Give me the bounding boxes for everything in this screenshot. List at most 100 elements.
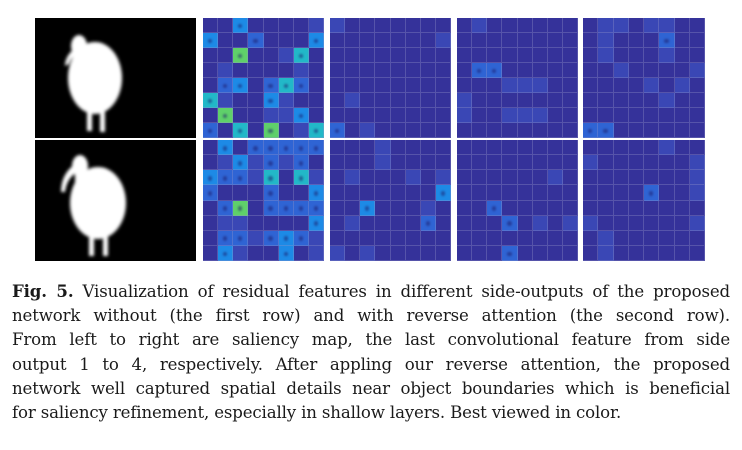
- feature-channel-cell: [659, 215, 675, 231]
- feature-channel-cell: [457, 230, 473, 246]
- feature-channel-cell: [375, 155, 391, 171]
- feature-channel-cell: [308, 230, 324, 246]
- feature-channel-cell: [532, 48, 548, 63]
- feature-channel-cell: [517, 93, 533, 108]
- feature-channel-cell: [330, 63, 346, 78]
- feature-channel-cell: [487, 78, 503, 93]
- feature-channel-cell: [435, 200, 451, 216]
- feature-channel-cell: [644, 33, 660, 48]
- feature-channel-cell: [248, 63, 264, 78]
- feature-channel-cell: [628, 108, 644, 123]
- feature-channel-cell: [420, 245, 436, 261]
- feature-channel-cell: [583, 33, 599, 48]
- feature-channel-cell: [435, 93, 451, 108]
- feature-channel-cell: [598, 230, 614, 246]
- feature-channel-cell: [517, 245, 533, 261]
- bird-feature-blob: [313, 206, 319, 212]
- feature-channel-cell: [218, 93, 234, 108]
- feature-channel-cell: [517, 170, 533, 186]
- feature-channel-cell: [308, 123, 324, 138]
- feature-channel-cell: [562, 215, 578, 231]
- feature-channel-cell: [375, 200, 391, 216]
- feature-channel-cell: [628, 33, 644, 48]
- bird-feature-blob: [603, 128, 608, 134]
- feature-channel-cell: [487, 18, 503, 33]
- feature-channel-cell: [659, 200, 675, 216]
- feature-channel-cell: [547, 18, 563, 33]
- feature-channel-cell: [293, 140, 309, 156]
- feature-channel-cell: [293, 155, 309, 171]
- feature-channel-cell: [532, 108, 548, 123]
- feature-channel-cell: [644, 230, 660, 246]
- feature-channel-cell: [345, 48, 361, 63]
- feature-channel-cell: [308, 140, 324, 156]
- feature-channel-cell: [308, 48, 324, 63]
- feature-channel-cell: [644, 63, 660, 78]
- feature-channel-cell: [360, 48, 376, 63]
- feature-channel-cell: [360, 170, 376, 186]
- feature-channel-cell: [644, 108, 660, 123]
- feature-channel-cell: [308, 18, 324, 33]
- feature-channel-cell: [405, 123, 421, 138]
- feature-channel-cell: [218, 108, 234, 123]
- bird-feature-blob: [253, 38, 258, 44]
- feature-channel-cell: [420, 170, 436, 186]
- bird-silhouette-icon: [65, 35, 122, 132]
- feature-channel-cell: [405, 170, 421, 186]
- feature-channel-cell: [613, 33, 629, 48]
- feature-channel-cell: [628, 63, 644, 78]
- feature-channel-cell: [405, 108, 421, 123]
- feature-channel-cell: [674, 155, 690, 171]
- feature-channel-cell: [598, 123, 614, 138]
- feature-channel-cell: [330, 215, 346, 231]
- feature-channel-cell: [457, 155, 473, 171]
- feature-channel-cell: [659, 245, 675, 261]
- feature-channel-cell: [628, 140, 644, 156]
- feature-channel-cell: [472, 140, 488, 156]
- feature-channel-cell: [689, 230, 705, 246]
- feature-channel-cell: [502, 155, 518, 171]
- feature-channel-cell: [517, 63, 533, 78]
- bird-feature-blob: [223, 206, 228, 212]
- feature-channel-cell: [598, 48, 614, 63]
- feature-channel-cell: [405, 33, 421, 48]
- feature-channel-cell: [598, 155, 614, 171]
- caption-line-1: Fig. 5. Visualization of residual featur…: [12, 279, 730, 304]
- feature-channel-cell: [502, 93, 518, 108]
- feature-channel-cell: [263, 200, 279, 216]
- feature-channel-cell: [278, 170, 294, 186]
- feature-channel-cell: [472, 215, 488, 231]
- feature-channel-cell: [689, 123, 705, 138]
- feature-channel-cell: [390, 200, 406, 216]
- bird-feature-blob: [268, 128, 273, 134]
- feature-channel-cell: [472, 200, 488, 216]
- feature-channel-cell: [345, 230, 361, 246]
- feature-channel-cell: [308, 245, 324, 261]
- feature-channel-cell: [375, 140, 391, 156]
- feature-channel-cell: [278, 155, 294, 171]
- feature-channel-cell: [472, 108, 488, 123]
- feature-channel-cell: [308, 185, 324, 201]
- feature-channel-cell: [278, 78, 294, 93]
- feature-channel-cell: [248, 108, 264, 123]
- feature-channel-cell: [218, 155, 234, 171]
- feature-channel-cell: [547, 108, 563, 123]
- feature-channel-cell: [248, 123, 264, 138]
- feature-channel-cell: [435, 245, 451, 261]
- bird-feature-blob: [223, 251, 228, 257]
- bird-feature-blob: [268, 175, 273, 181]
- feature-channel-cell: [360, 63, 376, 78]
- bird-feature-blob: [313, 38, 319, 44]
- feature-channel-cell: [689, 200, 705, 216]
- bird-feature-blob: [268, 145, 273, 151]
- feature-channel-cell: [233, 63, 249, 78]
- feature-channel-cell: [233, 78, 249, 93]
- bird-feature-blob: [283, 83, 288, 89]
- feature-channel-cell: [583, 155, 599, 171]
- feature-channel-cell: [248, 140, 264, 156]
- feature-channel-cell: [278, 200, 294, 216]
- bird-feature-blob: [238, 236, 243, 242]
- feature-channel-cell: [233, 93, 249, 108]
- feature-channel-cell: [457, 93, 473, 108]
- feature-channel-cell: [345, 200, 361, 216]
